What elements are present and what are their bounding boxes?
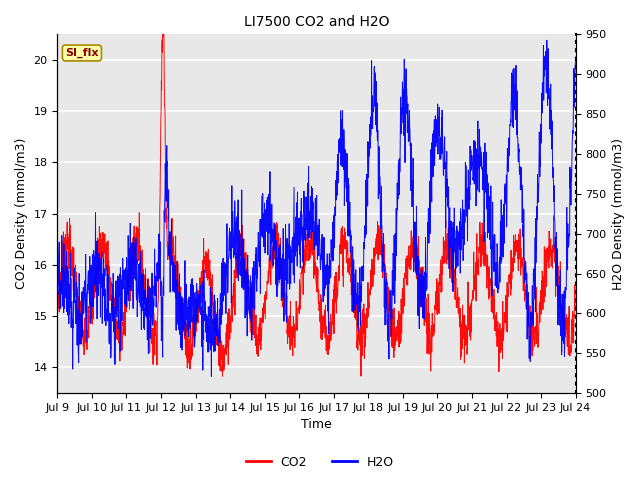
Legend: CO2, H2O: CO2, H2O (241, 451, 399, 474)
X-axis label: Time: Time (301, 419, 332, 432)
Y-axis label: H2O Density (mmol/m3): H2O Density (mmol/m3) (612, 138, 625, 290)
Text: SI_flx: SI_flx (65, 48, 99, 58)
Y-axis label: CO2 Density (mmol/m3): CO2 Density (mmol/m3) (15, 138, 28, 289)
Title: LI7500 CO2 and H2O: LI7500 CO2 and H2O (244, 15, 389, 29)
